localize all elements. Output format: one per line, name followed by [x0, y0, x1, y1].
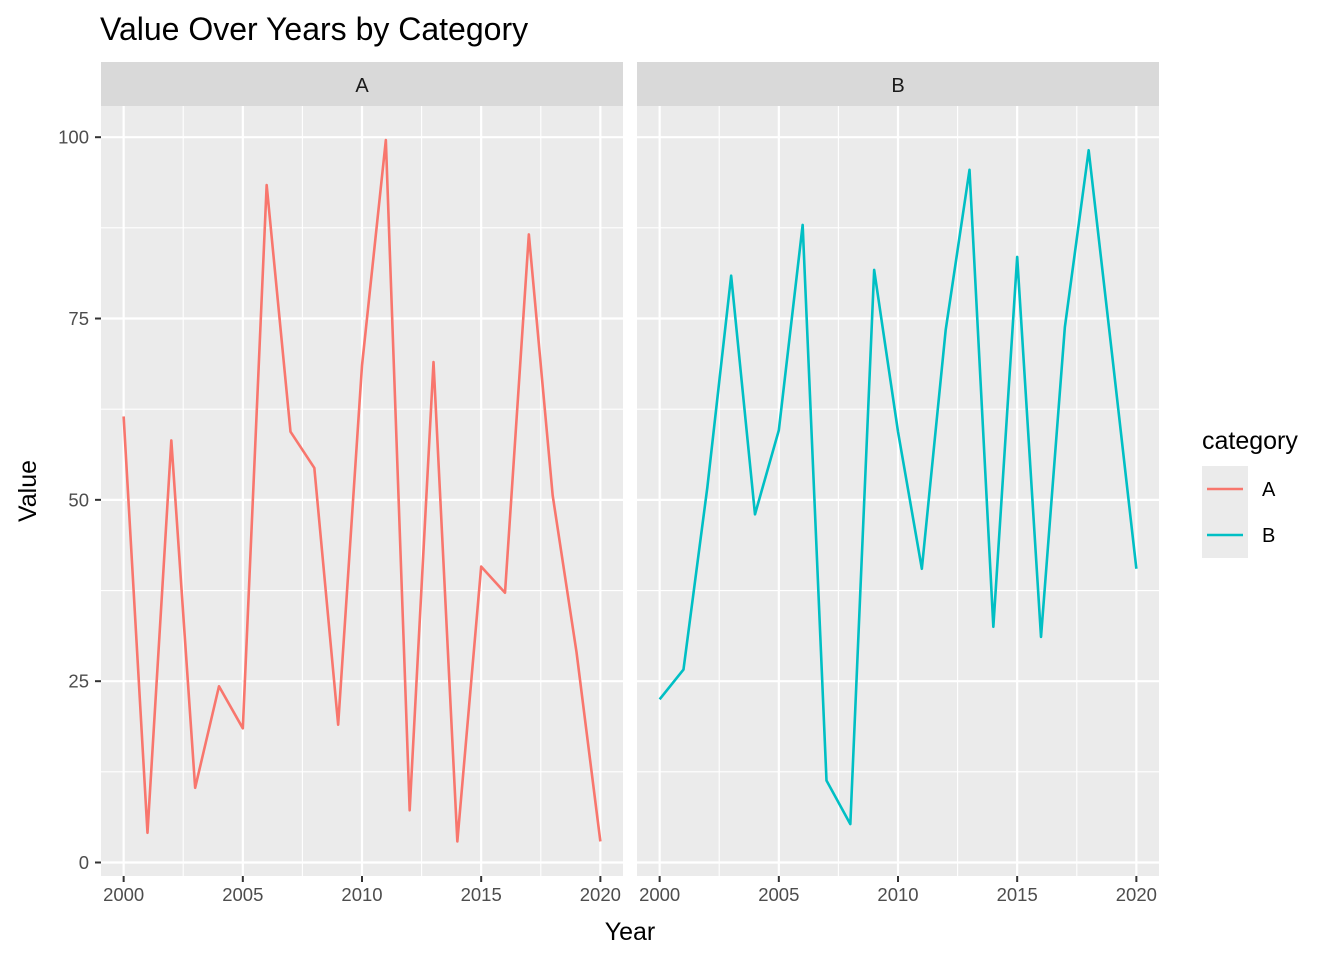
chart-title: Value Over Years by Category — [100, 11, 528, 47]
y-tick-label: 0 — [79, 852, 89, 873]
y-tick-label: 100 — [58, 127, 89, 148]
x-tick-label: 2020 — [580, 884, 621, 905]
legend-title: category — [1202, 427, 1298, 455]
y-tick-label: 75 — [68, 308, 89, 329]
y-tick-label: 50 — [68, 489, 89, 510]
series-line-b — [658, 148, 1138, 826]
x-tick-label: 2005 — [222, 884, 263, 905]
axes: 2000 2005 2010 2015 2020 2000 2005 2010 2015 2020… — [58, 127, 1157, 905]
legend-label-a: A — [1262, 479, 1276, 501]
x-tick-label: 2015 — [997, 884, 1038, 905]
legend: category A B — [1202, 427, 1298, 558]
y-tick-label: 25 — [68, 671, 89, 692]
facet-panel-b: B — [637, 62, 1159, 876]
legend-key-background — [1202, 466, 1248, 558]
legend-label-b: B — [1262, 525, 1275, 547]
facet-strip-label: B — [891, 75, 904, 97]
x-tick-label: 2020 — [1116, 884, 1157, 905]
facet-strip-a — [101, 62, 623, 106]
x-tick-label: 2000 — [103, 884, 144, 905]
x-tick-label: 2010 — [341, 884, 382, 905]
x-tick-label: 2010 — [877, 884, 918, 905]
series-line-a — [122, 138, 602, 843]
x-tick-label: 2015 — [461, 884, 502, 905]
x-tick-label: 2000 — [639, 884, 680, 905]
x-tick-label: 2005 — [758, 884, 799, 905]
facet-panel-a: A — [101, 62, 623, 876]
y-axis-title: Value — [14, 460, 42, 522]
x-axis-title: Year — [605, 918, 656, 946]
facet-strip-label: A — [355, 75, 369, 97]
facet-strip-b — [637, 62, 1159, 106]
